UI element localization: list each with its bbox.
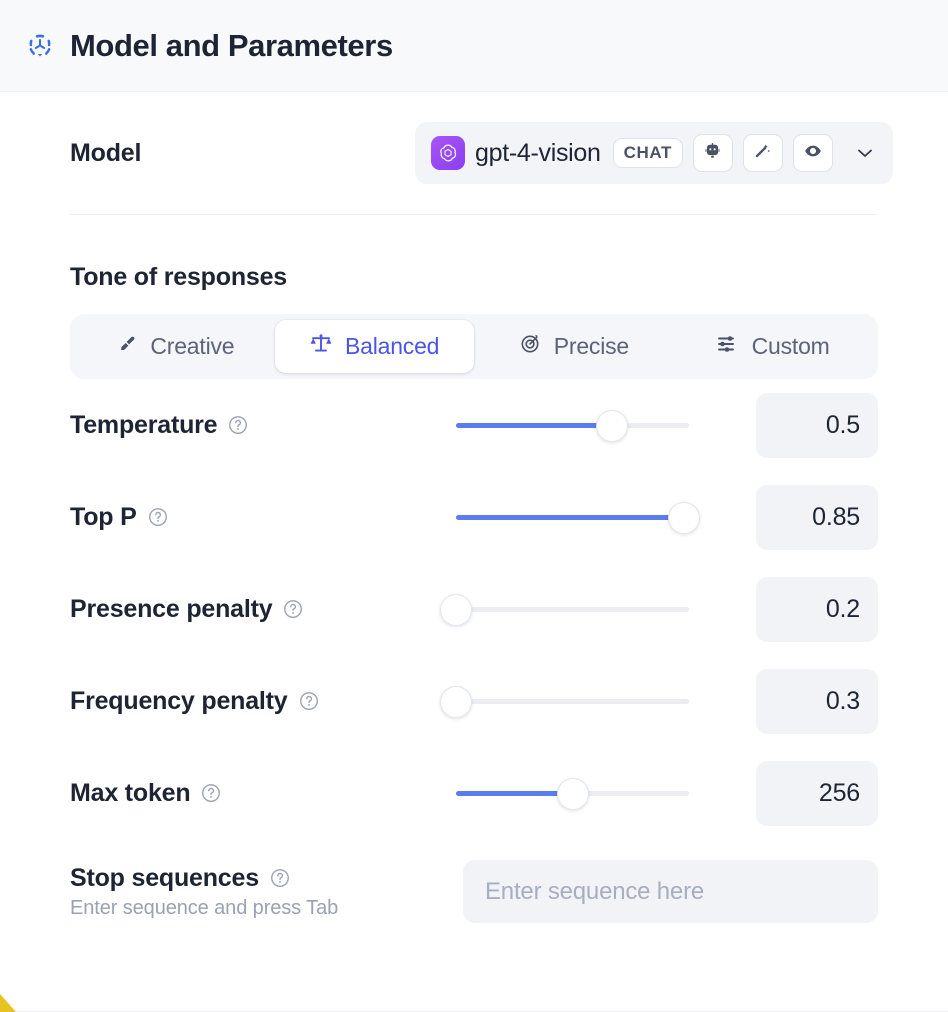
param-row-max-token: Max token 256 xyxy=(70,747,878,839)
slider-temperature[interactable] xyxy=(456,410,689,442)
tone-option-creative[interactable]: Creative xyxy=(76,320,275,373)
help-icon[interactable] xyxy=(298,690,320,712)
section-divider xyxy=(70,214,878,215)
slider-thumb[interactable] xyxy=(668,502,701,534)
corner-accent-marker xyxy=(0,990,20,1012)
stop-sequences-label-text: Stop sequences xyxy=(70,863,259,892)
param-label: Max token xyxy=(70,779,415,808)
slider-thumb[interactable] xyxy=(556,778,589,810)
tone-section-title: Tone of responses xyxy=(70,263,288,291)
param-label: Presence penalty xyxy=(70,595,415,624)
param-label-text: Presence penalty xyxy=(70,594,273,623)
param-row-frequency-penalty: Frequency penalty 0.3 xyxy=(70,655,878,747)
help-icon[interactable] xyxy=(227,414,249,436)
openai-logo-icon xyxy=(431,136,465,170)
chevron-down-icon[interactable] xyxy=(843,141,877,165)
param-value-presence-penalty[interactable]: 0.2 xyxy=(756,576,878,642)
help-icon[interactable] xyxy=(200,782,222,804)
param-value-max-token[interactable]: 256 xyxy=(756,760,878,826)
tone-segmented-control: Creative Balanced xyxy=(70,314,878,379)
eye-icon xyxy=(803,141,823,166)
tone-option-label: Balanced xyxy=(344,333,440,359)
scales-icon xyxy=(309,332,333,362)
param-row-top-p: Top P 0.85 xyxy=(70,471,878,563)
brush-icon xyxy=(116,333,138,361)
robot-icon xyxy=(703,141,722,165)
slider-top-p[interactable] xyxy=(456,502,701,534)
panel-header: Model and Parameters xyxy=(0,0,948,92)
slider-thumb[interactable] xyxy=(440,594,472,626)
param-value-frequency-penalty[interactable]: 0.3 xyxy=(756,668,878,734)
tone-option-precise[interactable]: Precise xyxy=(475,320,674,373)
slider-wrap xyxy=(415,502,730,534)
slider-fill xyxy=(456,790,573,796)
slider-thumb[interactable] xyxy=(596,410,629,442)
param-row-presence-penalty: Presence penalty 0.2 xyxy=(70,563,878,655)
model-name: gpt-4-vision xyxy=(475,138,601,167)
slider-fill xyxy=(456,514,685,520)
model-label: Model xyxy=(70,138,142,167)
target-icon xyxy=(519,332,542,361)
chat-badge: CHAT xyxy=(612,138,683,168)
param-label-text: Frequency penalty xyxy=(70,686,288,715)
tone-option-label: Creative xyxy=(150,333,235,359)
param-row-temperature: Temperature 0.5 xyxy=(70,379,878,471)
param-label: Temperature xyxy=(70,411,415,440)
help-icon[interactable] xyxy=(269,867,291,889)
sliders-icon xyxy=(716,332,740,362)
slider-presence-penalty[interactable] xyxy=(440,594,689,626)
magic-wand-icon xyxy=(753,141,772,165)
help-icon[interactable] xyxy=(282,598,304,620)
slider-track xyxy=(456,606,689,612)
param-value-temperature[interactable]: 0.5 xyxy=(756,392,878,458)
stop-sequences-row: Stop sequences Enter sequence and press … xyxy=(70,839,878,944)
capability-badge-robot xyxy=(692,134,733,172)
help-icon[interactable] xyxy=(147,506,169,528)
slider-max-token[interactable] xyxy=(456,778,689,810)
stop-sequences-label: Stop sequences xyxy=(70,864,415,893)
segment-divider xyxy=(473,329,475,364)
slider-wrap xyxy=(415,778,730,810)
tone-option-label: Precise xyxy=(553,333,630,359)
param-label: Frequency penalty xyxy=(70,687,415,716)
param-value-top-p[interactable]: 0.85 xyxy=(756,484,878,550)
slider-thumb[interactable] xyxy=(440,686,472,718)
model-select[interactable]: gpt-4-vision CHAT xyxy=(415,122,893,184)
page-title: Model and Parameters xyxy=(70,28,393,63)
param-label-text: Temperature xyxy=(70,410,218,439)
param-label-text: Top P xyxy=(70,502,137,531)
capability-badge-wand xyxy=(742,134,783,172)
capability-badge-vision xyxy=(792,134,833,172)
stop-sequences-label-stack: Stop sequences Enter sequence and press … xyxy=(70,864,415,920)
slider-wrap xyxy=(415,410,730,442)
model-cube-icon xyxy=(24,30,56,62)
stop-sequences-input[interactable] xyxy=(463,860,878,923)
slider-fill xyxy=(456,422,613,428)
model-row: Model gpt-4-vision CHAT xyxy=(70,92,893,214)
slider-wrap xyxy=(415,594,730,626)
param-label-text: Max token xyxy=(70,778,191,807)
tone-option-balanced[interactable]: Balanced xyxy=(274,320,474,373)
slider-frequency-penalty[interactable] xyxy=(440,686,689,718)
slider-track xyxy=(456,698,689,704)
tone-option-custom[interactable]: Custom xyxy=(673,320,872,373)
param-label: Top P xyxy=(70,503,415,532)
slider-wrap xyxy=(415,686,730,718)
tone-option-label: Custom xyxy=(751,333,830,359)
stop-sequences-hint: Enter sequence and press Tab xyxy=(70,896,339,919)
